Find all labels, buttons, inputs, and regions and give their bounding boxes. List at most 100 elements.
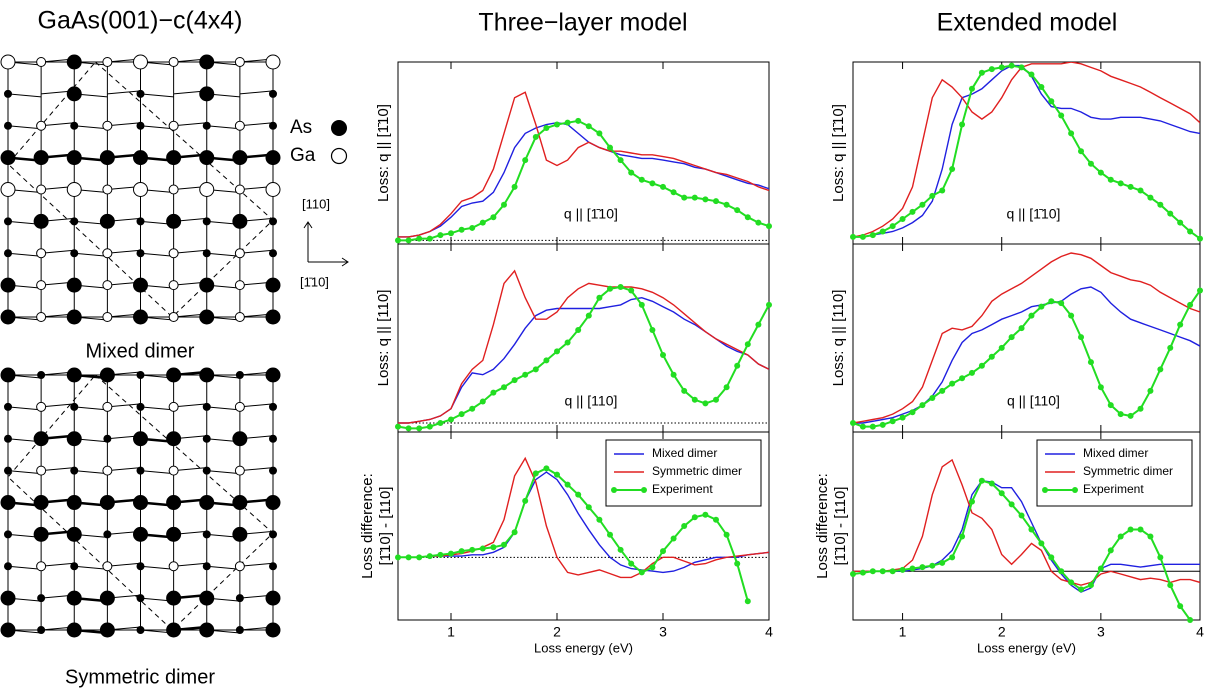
atom	[136, 89, 145, 98]
data-point	[1107, 547, 1114, 554]
atom	[136, 249, 145, 258]
x-tick-label: 2	[998, 624, 1006, 640]
atom	[202, 530, 211, 539]
bond	[107, 90, 141, 95]
data-point	[1028, 71, 1035, 78]
atom	[133, 526, 148, 542]
atom	[4, 217, 12, 226]
atom	[102, 561, 113, 572]
data-point	[1117, 180, 1124, 187]
data-point	[596, 130, 603, 137]
atom	[4, 249, 12, 258]
y-axis-label: Loss difference:	[359, 473, 376, 579]
data-point	[554, 471, 560, 478]
data-point	[532, 366, 539, 373]
bond	[206, 470, 240, 475]
bond	[74, 406, 108, 411]
data-point	[755, 321, 762, 328]
data-point	[395, 554, 401, 561]
annotation: q || [1̄10]	[564, 206, 618, 222]
atom	[199, 495, 215, 510]
data-point	[1137, 405, 1144, 412]
series-line	[853, 458, 1200, 586]
data-point	[998, 344, 1005, 351]
atom	[36, 248, 47, 259]
data-point	[869, 568, 876, 575]
atom	[168, 57, 179, 67]
atom	[0, 54, 16, 70]
x-tick-label: 4	[1196, 624, 1204, 640]
atom	[99, 150, 115, 166]
atom	[36, 312, 47, 322]
data-point	[532, 133, 539, 140]
bond	[173, 249, 207, 254]
data-point	[522, 157, 529, 164]
y-axis-label: Loss: q || [110]	[375, 290, 392, 387]
data-point	[1137, 187, 1144, 194]
data-point	[889, 418, 896, 425]
data-point	[949, 380, 956, 387]
atom	[4, 562, 12, 571]
atom	[33, 526, 49, 542]
data-point	[490, 544, 497, 551]
bond	[239, 403, 274, 408]
atom	[235, 371, 244, 379]
data-point	[1177, 321, 1184, 328]
atom	[136, 594, 145, 603]
data-point	[1087, 359, 1094, 366]
data-point	[670, 189, 677, 196]
atom	[265, 590, 281, 606]
data-point	[1018, 512, 1025, 519]
atom	[102, 465, 113, 476]
data-point	[649, 180, 656, 187]
atom	[102, 184, 113, 195]
data-point	[713, 516, 719, 523]
annotation: q || [110]	[1007, 393, 1060, 409]
atom	[4, 402, 12, 411]
atom	[99, 213, 115, 229]
atom	[166, 150, 182, 166]
data-point	[649, 326, 656, 333]
data-point	[1147, 533, 1154, 540]
data-point	[585, 504, 592, 511]
bond	[239, 90, 274, 95]
data-point	[1197, 287, 1203, 294]
bond	[173, 467, 207, 472]
panel: Loss: q || [1̄10] q || [1̄10]	[830, 61, 1203, 245]
data-point	[617, 157, 624, 164]
atom	[66, 150, 82, 166]
atom	[232, 213, 248, 229]
data-point	[1048, 554, 1055, 561]
data-point	[988, 66, 995, 73]
y-axis-label: [1̄10] - [110]	[832, 487, 849, 566]
atom	[133, 431, 148, 447]
data-point	[1008, 62, 1015, 69]
data-point	[949, 166, 956, 173]
data-point	[978, 69, 985, 76]
data-point	[723, 531, 730, 538]
atom	[36, 561, 47, 572]
atom	[269, 402, 277, 411]
atom	[265, 622, 281, 638]
atom	[133, 150, 148, 166]
data-point	[1177, 219, 1184, 226]
atom	[234, 57, 245, 67]
atom	[199, 367, 215, 383]
data-point	[1087, 582, 1094, 589]
atom	[234, 561, 245, 572]
atom	[102, 312, 113, 322]
bond	[41, 562, 75, 567]
data-point	[1078, 148, 1085, 155]
data-point	[919, 201, 926, 208]
bond	[74, 252, 108, 257]
atom	[202, 249, 211, 258]
atom	[168, 120, 179, 131]
atom	[166, 622, 182, 638]
x-tick-label: 1	[447, 624, 455, 640]
data-point	[919, 402, 926, 409]
data-point	[395, 237, 401, 244]
data-point	[713, 396, 719, 403]
data-point	[988, 353, 995, 360]
data-point	[607, 531, 613, 538]
bond	[41, 467, 75, 472]
